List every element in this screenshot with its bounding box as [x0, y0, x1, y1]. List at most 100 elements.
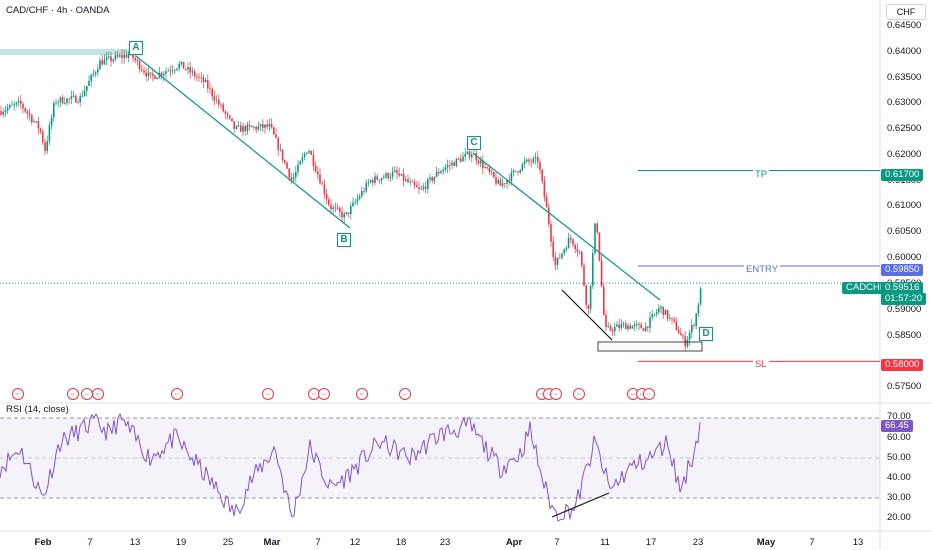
economic-event-icon[interactable]: ↔ — [12, 388, 24, 400]
candle-body — [273, 127, 275, 135]
symbol-title: CAD/CHF · 4h · OANDA — [6, 5, 110, 16]
candle-body — [138, 60, 141, 70]
candle-body — [86, 86, 88, 91]
candle-body — [169, 70, 172, 72]
candle-body — [433, 176, 436, 181]
candle-body — [618, 324, 620, 328]
candle-body — [42, 131, 44, 143]
candle-body — [576, 249, 579, 252]
candle-body — [471, 154, 473, 158]
candle-body — [614, 326, 616, 332]
candle-body — [306, 152, 308, 155]
candle-body — [317, 171, 319, 175]
candle-body — [466, 151, 469, 154]
candle-body — [556, 257, 559, 265]
candle-body — [587, 304, 590, 309]
candle-body — [561, 253, 563, 258]
candle-body — [497, 179, 499, 184]
candle-body — [642, 328, 645, 331]
candle-body — [501, 183, 504, 186]
candle-body — [141, 69, 143, 71]
candle-body — [367, 182, 370, 184]
candle-body — [336, 207, 339, 209]
candle-body — [127, 54, 130, 58]
candle-body — [328, 199, 330, 205]
candle-body — [165, 71, 167, 74]
candle-body — [180, 61, 183, 64]
candle-body — [123, 54, 125, 58]
economic-event-icon[interactable]: ↔ — [92, 388, 104, 400]
candle-body — [530, 161, 532, 163]
candle-body — [163, 73, 165, 76]
candle-body — [288, 168, 290, 178]
price-axis-label: 0.64500 — [887, 20, 922, 31]
candle-body — [99, 60, 101, 70]
candle-body — [383, 177, 385, 179]
time-axis-label: 18 — [395, 537, 407, 548]
candle-body — [281, 149, 284, 160]
economic-event-icon[interactable]: ↔ — [318, 388, 330, 400]
time-axis-label: 11 — [600, 537, 610, 548]
candle-body — [88, 80, 90, 87]
pattern-point-c[interactable]: C — [467, 136, 481, 150]
pattern-point-d[interactable]: D — [699, 327, 713, 341]
candle-body — [213, 96, 216, 101]
candle-body — [251, 125, 253, 128]
resistance-zone — [0, 49, 132, 55]
candle-body — [209, 88, 211, 90]
candle-body — [178, 63, 180, 69]
pattern-point-a[interactable]: A — [129, 41, 143, 55]
economic-event-icon[interactable]: ↔ — [262, 388, 274, 400]
candle-body — [468, 151, 471, 158]
candle-body — [682, 335, 684, 337]
candle-body — [600, 260, 603, 287]
candle-body — [28, 113, 31, 116]
candle-body — [420, 188, 422, 190]
candle-body — [521, 163, 524, 171]
candle-body — [26, 111, 29, 114]
economic-event-icon[interactable]: ↔ — [399, 388, 411, 400]
economic-event-icon[interactable]: ↔ — [573, 388, 585, 400]
economic-event-icon[interactable]: ↔ — [171, 388, 183, 400]
price-axis-label: 0.64000 — [887, 46, 922, 57]
candle-body — [358, 196, 361, 199]
candle-body — [277, 137, 279, 151]
candle-body — [666, 310, 669, 319]
candle-body — [677, 330, 680, 334]
economic-event-icon[interactable]: ↔ — [550, 388, 562, 400]
candle-body — [35, 121, 37, 122]
candle-body — [125, 54, 128, 58]
candle-body — [44, 142, 46, 152]
economic-event-icon[interactable]: ↔ — [356, 388, 368, 400]
rsi-axis-label: 50.00 — [887, 452, 911, 463]
rsi-axis-label: 60.00 — [887, 432, 911, 443]
candle-body — [321, 183, 323, 185]
time-axis-label: 23 — [692, 537, 704, 548]
rsi-line — [0, 412, 701, 522]
candle-body — [94, 72, 97, 74]
candle-body — [187, 67, 189, 70]
candle-body — [319, 174, 321, 184]
time-axis-label: 13 — [852, 537, 864, 548]
candle-body — [6, 107, 9, 111]
candle-body — [136, 60, 139, 62]
candle-body — [697, 304, 700, 314]
candle-body — [354, 201, 356, 203]
candle-body — [97, 69, 99, 73]
candle-body — [567, 237, 570, 249]
candle-body — [427, 179, 429, 190]
economic-event-icon[interactable]: ↔ — [67, 388, 79, 400]
candle-body — [446, 165, 449, 168]
candle-body — [332, 207, 334, 210]
pattern-point-b[interactable]: B — [337, 233, 351, 247]
economic-event-icon[interactable]: ↔ — [643, 388, 655, 400]
candle-body — [627, 325, 629, 330]
candle-body — [453, 162, 455, 166]
candle-body — [675, 321, 678, 331]
currency-button[interactable]: CHF — [886, 4, 926, 20]
candle-body — [66, 98, 68, 104]
candle-body — [33, 121, 35, 123]
candle-body — [699, 288, 702, 305]
candle-body — [440, 171, 442, 174]
